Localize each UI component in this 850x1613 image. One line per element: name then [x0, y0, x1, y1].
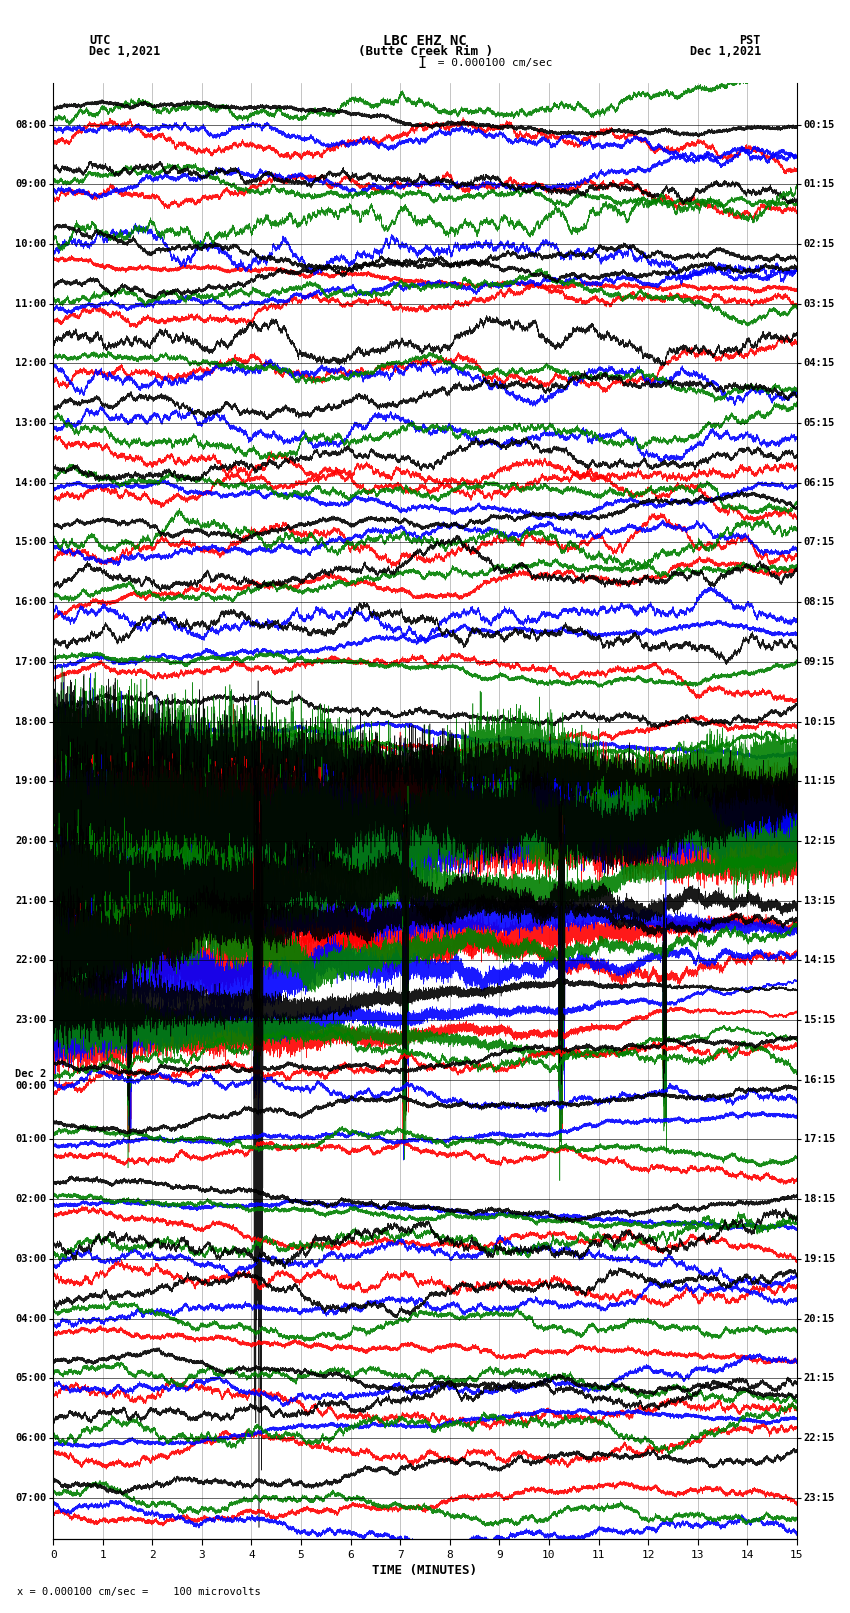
Text: LBC EHZ NC: LBC EHZ NC — [383, 34, 467, 48]
Text: = 0.000100 cm/sec: = 0.000100 cm/sec — [431, 58, 552, 68]
Text: (Butte Creek Rim ): (Butte Creek Rim ) — [358, 45, 492, 58]
Text: Dec 1,2021: Dec 1,2021 — [689, 45, 761, 58]
Text: UTC: UTC — [89, 34, 110, 47]
Text: x = 0.000100 cm/sec =    100 microvolts: x = 0.000100 cm/sec = 100 microvolts — [17, 1587, 261, 1597]
Text: PST: PST — [740, 34, 761, 47]
X-axis label: TIME (MINUTES): TIME (MINUTES) — [372, 1565, 478, 1578]
Text: Dec 1,2021: Dec 1,2021 — [89, 45, 161, 58]
Text: I: I — [418, 56, 427, 71]
